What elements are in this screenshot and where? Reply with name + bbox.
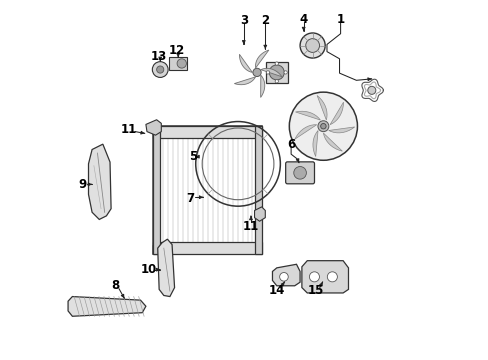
Bar bbox=[153, 126, 262, 253]
Text: 14: 14 bbox=[268, 284, 285, 297]
Polygon shape bbox=[68, 297, 145, 316]
Polygon shape bbox=[329, 102, 343, 125]
Text: 12: 12 bbox=[168, 44, 184, 57]
FancyBboxPatch shape bbox=[285, 162, 314, 184]
Circle shape bbox=[320, 123, 325, 129]
Circle shape bbox=[309, 272, 319, 282]
Circle shape bbox=[326, 272, 337, 282]
Text: 9: 9 bbox=[78, 178, 86, 191]
Polygon shape bbox=[328, 127, 354, 133]
Bar bbox=[169, 57, 187, 70]
Text: 5: 5 bbox=[189, 150, 197, 163]
Circle shape bbox=[305, 39, 319, 53]
Text: 11: 11 bbox=[121, 123, 137, 136]
Text: 4: 4 bbox=[299, 13, 307, 26]
Bar bbox=[153, 126, 262, 138]
Circle shape bbox=[177, 59, 186, 68]
Polygon shape bbox=[323, 133, 342, 151]
Circle shape bbox=[152, 62, 168, 77]
Circle shape bbox=[266, 71, 269, 74]
Polygon shape bbox=[145, 120, 161, 135]
Circle shape bbox=[289, 92, 357, 160]
Bar bbox=[153, 126, 160, 253]
Polygon shape bbox=[272, 264, 300, 286]
Polygon shape bbox=[239, 54, 252, 72]
Text: 6: 6 bbox=[286, 138, 295, 150]
Circle shape bbox=[300, 33, 325, 58]
Text: 7: 7 bbox=[186, 192, 194, 205]
Polygon shape bbox=[260, 68, 282, 77]
Polygon shape bbox=[301, 261, 348, 293]
Text: 3: 3 bbox=[239, 14, 247, 27]
Text: 10: 10 bbox=[140, 263, 156, 276]
Polygon shape bbox=[255, 50, 268, 68]
Circle shape bbox=[279, 273, 287, 281]
Polygon shape bbox=[234, 77, 255, 85]
Polygon shape bbox=[88, 144, 111, 220]
Bar bbox=[255, 126, 262, 253]
Circle shape bbox=[252, 68, 261, 77]
Text: 8: 8 bbox=[111, 279, 119, 292]
Text: 1: 1 bbox=[336, 13, 344, 26]
Circle shape bbox=[367, 86, 375, 94]
Text: 11: 11 bbox=[243, 220, 259, 233]
Polygon shape bbox=[317, 95, 326, 120]
Polygon shape bbox=[295, 111, 320, 120]
Text: 15: 15 bbox=[307, 284, 324, 297]
Circle shape bbox=[284, 71, 286, 74]
Polygon shape bbox=[260, 75, 264, 98]
Bar bbox=[153, 242, 262, 253]
Text: 2: 2 bbox=[261, 14, 269, 27]
Text: 13: 13 bbox=[150, 50, 166, 63]
Circle shape bbox=[156, 66, 163, 73]
Polygon shape bbox=[294, 125, 316, 139]
Circle shape bbox=[275, 62, 278, 65]
Polygon shape bbox=[158, 239, 174, 297]
Polygon shape bbox=[254, 207, 265, 221]
Circle shape bbox=[293, 167, 306, 179]
Circle shape bbox=[269, 65, 284, 80]
Circle shape bbox=[275, 80, 278, 83]
Circle shape bbox=[317, 121, 328, 132]
Bar bbox=[265, 62, 287, 83]
Polygon shape bbox=[312, 130, 317, 157]
